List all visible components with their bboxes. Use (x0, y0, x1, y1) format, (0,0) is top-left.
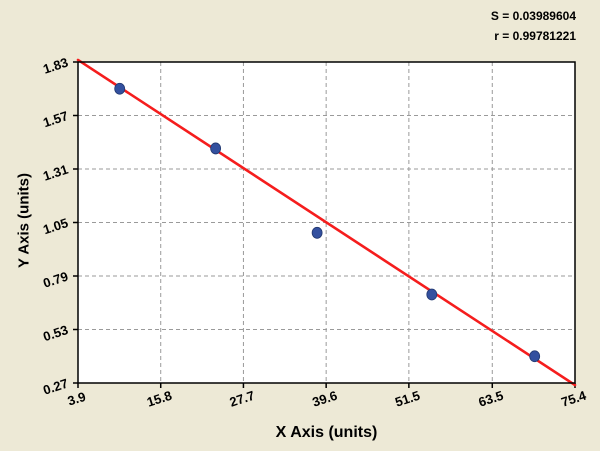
fit-statistics: S = 0.03989604 r = 0.99781221 (491, 6, 576, 47)
x-tick-label: 27.7 (228, 388, 257, 410)
y-axis-title: Y Axis (units) (15, 172, 33, 269)
y-tick-label: 0.79 (41, 269, 70, 291)
x-tick-label: 3.9 (66, 389, 88, 409)
y-tick-label: 1.83 (41, 55, 70, 77)
x-axis-title: X Axis (units) (275, 424, 378, 441)
regression-line (76, 58, 577, 387)
data-point (210, 142, 222, 155)
stat-s-value: S = 0.03989604 (490, 9, 576, 23)
y-tick-label: 1.57 (41, 108, 70, 130)
y-tick-label: 0.53 (41, 322, 70, 344)
x-tick-label: 75.4 (559, 387, 588, 409)
x-tick-label: 15.8 (145, 388, 174, 410)
plot-border (77, 61, 576, 384)
data-point (529, 350, 541, 363)
data-point (114, 82, 126, 95)
x-tick-label: 63.5 (477, 388, 506, 410)
x-tick-label: 39.6 (310, 388, 339, 410)
y-tick-label: 1.05 (41, 215, 70, 237)
stat-r-value: r = 0.99781221 (494, 29, 576, 44)
x-tick-label: 51.5 (393, 388, 422, 410)
data-point (426, 288, 438, 301)
y-tick-label: 0.27 (41, 376, 70, 398)
data-point (311, 226, 323, 239)
y-tick-label: 1.31 (41, 162, 70, 184)
